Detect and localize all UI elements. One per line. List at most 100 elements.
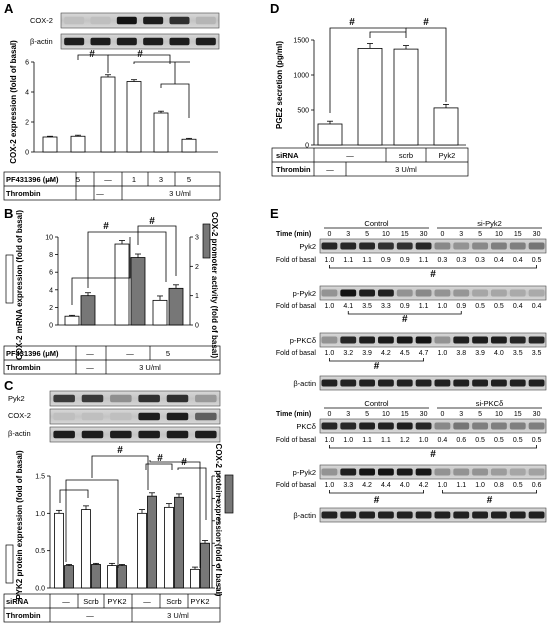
significance-bracket bbox=[329, 490, 424, 494]
sirna-neg: — bbox=[346, 151, 354, 160]
chart-d-bar bbox=[317, 123, 343, 146]
blot-band bbox=[509, 336, 526, 344]
blot-e-ppyk2 bbox=[319, 285, 547, 301]
blot-band bbox=[415, 511, 432, 519]
blot-band bbox=[491, 336, 507, 344]
time-point: 15 bbox=[401, 411, 409, 418]
time-point: 10 bbox=[382, 411, 390, 418]
chart-a-y-tick-label: 0 bbox=[25, 150, 29, 157]
chart-c-cox2-bar bbox=[174, 496, 184, 589]
thrombin-pos: 3 U/ml bbox=[167, 611, 189, 620]
significance-mark: # bbox=[430, 269, 436, 280]
pf-dose: — bbox=[104, 175, 112, 184]
chart-a-y-tick-label: 2 bbox=[25, 120, 29, 127]
blot-band bbox=[340, 379, 357, 387]
time-point: 3 bbox=[346, 411, 350, 418]
bactin-band bbox=[90, 37, 111, 46]
blot-label: β-actin bbox=[293, 511, 316, 520]
panel-letter-a: A bbox=[4, 1, 14, 16]
blot-band bbox=[491, 242, 507, 250]
significance-mark: # bbox=[374, 361, 380, 372]
thrombin-neg: — bbox=[326, 165, 334, 174]
chart-c-y-tick-label: 0.5 bbox=[35, 548, 45, 555]
chart-b-mrna-bar bbox=[152, 299, 168, 326]
blot-band bbox=[321, 511, 338, 519]
significance-mark: # bbox=[137, 49, 143, 60]
time-point: 5 bbox=[478, 411, 482, 418]
chart-c-cox2-bar bbox=[147, 495, 157, 589]
time-point: 3 bbox=[346, 231, 350, 238]
row-label-thrombin: Thrombin bbox=[6, 611, 41, 620]
chart-b-promoter-bar bbox=[80, 295, 96, 326]
chart-c-pyk2-bar bbox=[81, 509, 91, 589]
chart-d-bar bbox=[357, 48, 383, 146]
thrombin-pos: 3 U/ml bbox=[395, 165, 417, 174]
blot-band bbox=[321, 422, 338, 430]
blot-band bbox=[472, 336, 488, 344]
blot-band bbox=[321, 336, 338, 344]
fold-value: 1.0 bbox=[419, 437, 429, 444]
blot-band bbox=[321, 242, 338, 250]
significance-bracket bbox=[77, 54, 109, 73]
time-point: 0 bbox=[440, 411, 444, 418]
significance-bracket bbox=[149, 460, 201, 568]
blot-band bbox=[415, 336, 432, 344]
blot-band bbox=[396, 379, 413, 387]
fold-value: 0.5 bbox=[513, 482, 523, 489]
fold-label: Fold of basal bbox=[276, 482, 317, 489]
blot-band bbox=[472, 468, 488, 476]
significance-bracket bbox=[329, 445, 537, 449]
sirna-value: PYK2 bbox=[190, 597, 209, 606]
time-point: 0 bbox=[327, 231, 331, 238]
fold-label: Fold of basal bbox=[276, 350, 317, 357]
blot-band bbox=[472, 289, 488, 297]
chart-a-bar bbox=[100, 76, 116, 153]
significance-bracket bbox=[145, 463, 173, 470]
significance-bracket bbox=[65, 479, 119, 568]
significance-bracket bbox=[347, 311, 462, 315]
chart-c-pyk2-bar bbox=[190, 568, 200, 589]
fold-value: 0.5 bbox=[532, 257, 542, 264]
thrombin-pos: 3 U/ml bbox=[139, 363, 161, 372]
chart-a-bar bbox=[42, 136, 58, 153]
blot-band bbox=[528, 468, 545, 476]
blot-band bbox=[434, 336, 451, 344]
blot-band bbox=[378, 468, 394, 476]
significance-mark: # bbox=[487, 495, 493, 506]
time-point: 30 bbox=[420, 231, 428, 238]
fold-value: 3.3 bbox=[343, 482, 353, 489]
chart-b: 0 2 4 6 8 10 0 1 2 3 # # bbox=[45, 216, 199, 330]
blot-label: β-actin bbox=[293, 379, 316, 388]
row-label-thrombin: Thrombin bbox=[6, 189, 41, 198]
chart-b-y-tick-label: 8 bbox=[49, 252, 53, 259]
blot-band bbox=[359, 511, 375, 519]
fold-value: 0.5 bbox=[475, 437, 485, 444]
chart-b-y2-tick-label: 3 bbox=[195, 235, 199, 242]
blot-band bbox=[415, 242, 432, 250]
blot-a-cox2: COX-2 bbox=[30, 12, 220, 29]
blot-band bbox=[321, 468, 338, 476]
thrombin-neg: — bbox=[96, 189, 104, 198]
blot-e-bactin-1 bbox=[319, 375, 547, 391]
blot-band bbox=[509, 468, 526, 476]
chart-c-y-tick-label: 1.0 bbox=[35, 511, 45, 518]
fold-value: 0.4 bbox=[532, 303, 542, 310]
fold-value: 1.0 bbox=[438, 482, 448, 489]
fold-value: 3.5 bbox=[513, 350, 523, 357]
blot-band bbox=[434, 422, 451, 430]
chart-a-bar bbox=[181, 138, 197, 153]
fold-value: 0.5 bbox=[532, 437, 542, 444]
blot-label: β-actin bbox=[8, 429, 31, 438]
chart-d-y-tick-label: 1500 bbox=[293, 38, 309, 45]
significance-bracket bbox=[329, 358, 424, 362]
chart-c-pyk2-bar bbox=[107, 565, 117, 589]
cox2-band bbox=[53, 412, 75, 421]
significance-mark: # bbox=[181, 457, 187, 468]
significance-bracket bbox=[71, 237, 131, 305]
time-label: Time (min) bbox=[276, 231, 311, 238]
pf-dose: 5 bbox=[187, 175, 191, 184]
blot-band bbox=[359, 379, 375, 387]
fold-value: 4.1 bbox=[343, 303, 353, 310]
blot-band bbox=[434, 289, 451, 297]
